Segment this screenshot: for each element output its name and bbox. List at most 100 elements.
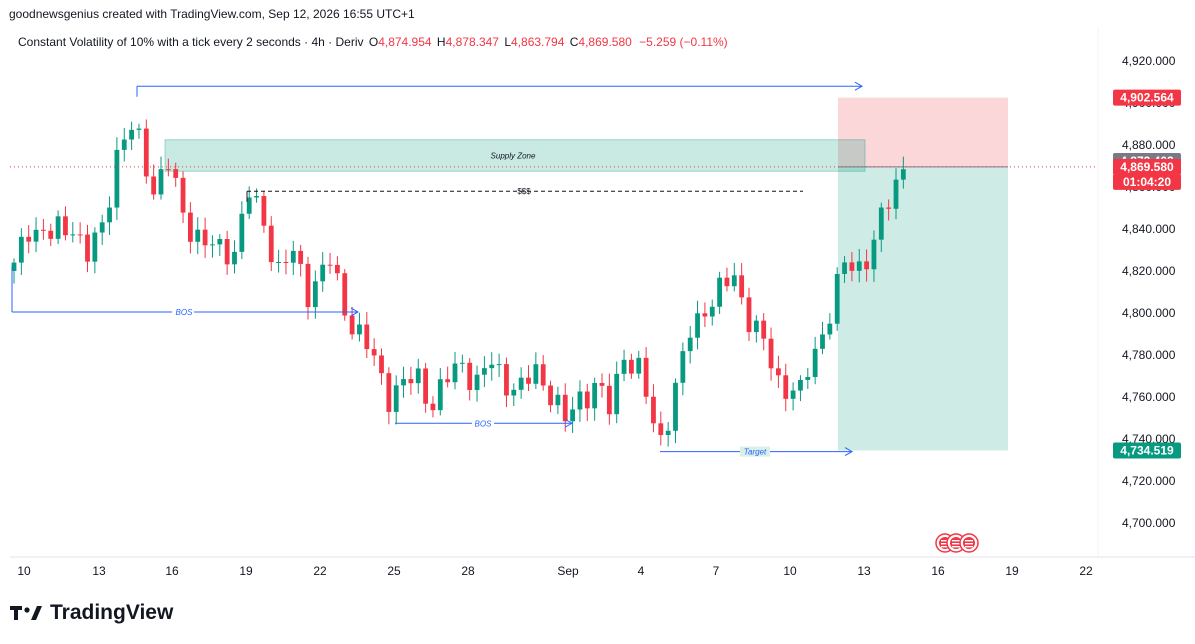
candle-body (849, 262, 855, 271)
candle (121, 128, 127, 162)
candle-body (790, 390, 796, 399)
price-tick-label: 4,880.000 (1122, 138, 1176, 152)
candle (518, 367, 524, 399)
candle (805, 367, 811, 389)
price-badge-label: 4,869.580 (1120, 160, 1174, 174)
take-profit-zone (838, 166, 1008, 451)
candle-body (312, 281, 318, 308)
candle (783, 363, 789, 412)
time-tick-label: 19 (1005, 564, 1019, 578)
candle-body (173, 169, 179, 178)
candle (92, 227, 98, 274)
candle (158, 156, 164, 200)
tradingview-logo-icon (10, 606, 42, 620)
candle (555, 386, 561, 415)
candle-body (459, 362, 465, 364)
price-tick-label: 4,720.000 (1122, 474, 1176, 488)
time-tick-label: 22 (1079, 564, 1093, 578)
candle-body (136, 128, 142, 130)
price-badge-bg (1113, 158, 1181, 175)
event-flag-stripe (965, 543, 973, 545)
candle-body (724, 277, 730, 287)
candle (239, 201, 245, 260)
candle (430, 396, 436, 418)
candle (393, 375, 399, 425)
candle-body (511, 389, 517, 396)
candle-body (687, 337, 693, 352)
candle-body (776, 368, 781, 376)
candle (893, 168, 899, 220)
candle-body (636, 357, 642, 374)
candle (415, 358, 421, 394)
time-tick-label: 10 (783, 564, 797, 578)
candle-body (48, 230, 54, 239)
candle (423, 363, 428, 413)
candle (261, 190, 267, 233)
economic-event-icon[interactable] (959, 533, 979, 553)
brand-name: TradingView (50, 601, 174, 624)
price-tick-label: 4,740.000 (1122, 432, 1176, 446)
change-value: −5.259 (−0.11%) (639, 35, 728, 49)
price-badge-label: 4,902.564 (1120, 91, 1174, 105)
tradingview-logo: TradingView (10, 601, 173, 625)
candle (526, 365, 531, 391)
candle (482, 356, 487, 388)
bos-2-label-bg (472, 418, 494, 429)
candle-body (349, 315, 355, 335)
symbol-legend: Constant Volatility of 10% with a tick e… (18, 35, 728, 49)
time-tick-label: Sep (557, 564, 579, 578)
candle-body (746, 297, 752, 333)
candle (290, 240, 296, 276)
candle (129, 121, 134, 151)
candle-body (798, 379, 803, 391)
price-badge-bg (1113, 442, 1181, 459)
candle (658, 411, 664, 446)
candle-body (467, 362, 473, 390)
candle-body (526, 377, 531, 384)
candle-body (599, 382, 605, 386)
candle (342, 269, 348, 321)
candle (11, 258, 17, 284)
price-tick-label: 4,800.000 (1122, 306, 1176, 320)
candle (408, 366, 414, 395)
candle (856, 248, 862, 283)
candle-body (739, 275, 745, 298)
candle (592, 377, 598, 421)
price-badge-label: 01:04:20 (1123, 175, 1171, 189)
candle (834, 267, 840, 331)
candle (849, 252, 855, 282)
time-tick-label: 25 (387, 564, 401, 578)
price-badge: 01:04:20 (1113, 173, 1181, 190)
candle-body (290, 250, 296, 263)
open-value: 4,874.954 (378, 35, 432, 49)
candle (70, 222, 76, 243)
candle (386, 367, 392, 425)
candle-body (643, 357, 649, 397)
candle-body (63, 216, 68, 236)
candle (77, 222, 83, 244)
price-badge: 4,902.564 (1113, 89, 1181, 106)
candle-body (584, 391, 590, 409)
candle (864, 249, 869, 282)
candle (26, 225, 32, 254)
event-flag-stripe (941, 540, 949, 542)
candle (165, 158, 171, 177)
candle (614, 361, 620, 424)
candle (210, 235, 215, 258)
candle-body (900, 169, 906, 180)
candle-body (504, 364, 509, 396)
candle (379, 348, 384, 385)
target-arrow (844, 447, 854, 457)
candle (489, 352, 495, 381)
candle (48, 223, 54, 247)
candle (584, 383, 590, 421)
candle-body (445, 379, 451, 383)
candle (143, 119, 149, 184)
candle-body (871, 239, 877, 270)
candle (173, 162, 179, 187)
price-tick-label: 4,760.000 (1122, 390, 1176, 404)
low-label: L (504, 35, 512, 49)
candle (401, 366, 406, 398)
swing-high-arrow (854, 81, 864, 91)
